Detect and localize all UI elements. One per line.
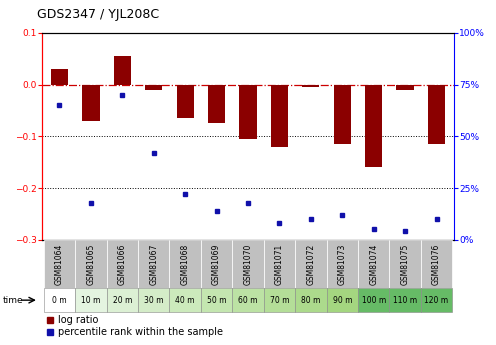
Bar: [396, 85, 414, 90]
Bar: [271, 85, 288, 147]
Text: GSM81068: GSM81068: [181, 243, 189, 285]
Text: 80 m: 80 m: [301, 296, 320, 305]
Bar: [326, 288, 358, 312]
Text: 90 m: 90 m: [332, 296, 352, 305]
Text: GSM81066: GSM81066: [118, 243, 127, 285]
Text: 120 m: 120 m: [425, 296, 448, 305]
Text: 20 m: 20 m: [113, 296, 132, 305]
Bar: [138, 288, 170, 312]
Text: GSM81074: GSM81074: [369, 243, 378, 285]
Bar: [208, 85, 225, 123]
Text: 0 m: 0 m: [52, 296, 67, 305]
Text: 50 m: 50 m: [207, 296, 226, 305]
Bar: [326, 240, 358, 288]
Bar: [232, 240, 264, 288]
Text: 70 m: 70 m: [270, 296, 289, 305]
Bar: [264, 240, 295, 288]
Text: GSM81069: GSM81069: [212, 243, 221, 285]
Bar: [240, 85, 256, 139]
Text: GSM81067: GSM81067: [149, 243, 158, 285]
Bar: [358, 288, 389, 312]
Text: GSM81065: GSM81065: [86, 243, 95, 285]
Bar: [334, 85, 351, 144]
Bar: [75, 240, 107, 288]
Text: 60 m: 60 m: [238, 296, 258, 305]
Text: 30 m: 30 m: [144, 296, 164, 305]
Text: GSM81064: GSM81064: [55, 243, 64, 285]
Bar: [295, 288, 326, 312]
Text: GSM81075: GSM81075: [401, 243, 410, 285]
Legend: log ratio, percentile rank within the sample: log ratio, percentile rank within the sa…: [47, 315, 223, 337]
Bar: [44, 240, 75, 288]
Bar: [295, 240, 326, 288]
Bar: [428, 85, 445, 144]
Text: GSM81076: GSM81076: [432, 243, 441, 285]
Bar: [358, 240, 389, 288]
Bar: [75, 288, 107, 312]
Text: 10 m: 10 m: [81, 296, 101, 305]
Bar: [170, 288, 201, 312]
Text: 100 m: 100 m: [362, 296, 386, 305]
Bar: [389, 288, 421, 312]
Bar: [107, 240, 138, 288]
Bar: [51, 69, 68, 85]
Bar: [264, 288, 295, 312]
Text: time: time: [2, 296, 23, 305]
Bar: [145, 85, 162, 90]
Bar: [232, 288, 264, 312]
Bar: [421, 288, 452, 312]
Text: GSM81072: GSM81072: [307, 243, 315, 285]
Text: 110 m: 110 m: [393, 296, 417, 305]
Text: GSM81070: GSM81070: [244, 243, 252, 285]
Bar: [44, 288, 75, 312]
Bar: [201, 240, 232, 288]
Bar: [114, 56, 131, 85]
Bar: [138, 240, 170, 288]
Text: GSM81073: GSM81073: [338, 243, 347, 285]
Bar: [201, 288, 232, 312]
Bar: [82, 85, 100, 121]
Bar: [421, 240, 452, 288]
Text: GDS2347 / YJL208C: GDS2347 / YJL208C: [37, 8, 159, 21]
Text: GSM81071: GSM81071: [275, 243, 284, 285]
Bar: [177, 85, 194, 118]
Text: 40 m: 40 m: [176, 296, 195, 305]
Bar: [365, 85, 382, 167]
Bar: [302, 85, 319, 87]
Bar: [389, 240, 421, 288]
Bar: [107, 288, 138, 312]
Bar: [170, 240, 201, 288]
